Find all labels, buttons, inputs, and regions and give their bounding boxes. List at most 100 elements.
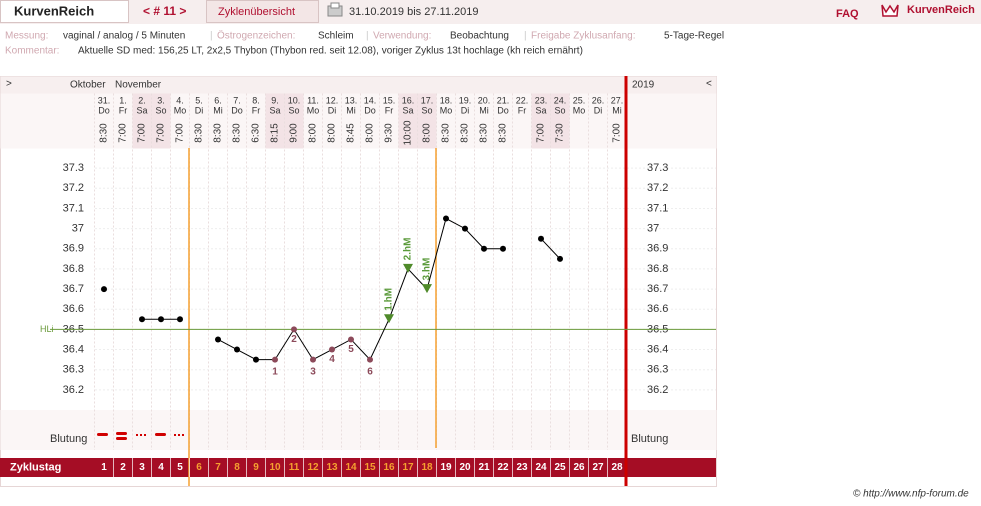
cycle-day: 28 [611,462,623,473]
time-label: 8:30 [479,123,490,143]
cycle-day: 1 [101,462,107,473]
cycle-day: 16 [383,462,395,473]
time-label: 7:00 [156,123,167,143]
weekend-shade [550,93,570,149]
low-label: 6 [367,366,373,377]
cycle-day: 26 [573,462,585,473]
time-label: 7:00 [137,123,148,143]
cycle-day: 7 [215,462,221,473]
cycle-nav[interactable]: < # 11 > [143,4,186,18]
cycle-day: 15 [364,462,376,473]
weekday-label: Mi [479,105,489,115]
time-label: 7:00 [612,123,623,143]
temperature-point [557,255,563,262]
temperature-point [253,356,259,363]
weekend-shade [398,93,418,149]
weekday-label: Mo [174,105,187,115]
y-tick-label: 36.9 [63,243,84,255]
weekend-shade [151,93,171,149]
low-label: 3 [310,366,316,377]
info-label: Östrogenzeichen: [217,30,295,42]
weekday-label: Mo [440,105,453,115]
date-label: 18. [440,95,453,105]
date-label: 8. [252,95,260,105]
time-label: 9:00 [289,123,300,143]
cycle-day: 4 [158,462,164,473]
overview-label[interactable]: Zyklenübersicht [218,6,295,18]
y-tick-label-right: 37.3 [647,162,668,174]
weekday-label: So [155,105,166,115]
info-label: Kommentar: [5,46,59,57]
time-label: 8:00 [422,123,433,143]
logo-text[interactable]: KurvenReich [907,4,975,16]
cycle-day: 19 [440,462,452,473]
time-label: 8:45 [346,123,357,143]
time-label: 8:30 [460,123,471,143]
logo-icon[interactable] [881,4,899,17]
month: November [115,80,162,91]
high-label: 1.hM [384,288,395,311]
date-label: 13. [345,95,358,105]
date-label: 31. [98,95,111,105]
cycle-day: 25 [554,462,566,473]
top-bar [0,0,981,24]
y-tick-label-right: 37.2 [647,182,668,194]
date-label: 24. [554,95,567,105]
low-label: 5 [348,344,354,355]
overview-tab[interactable] [206,0,319,23]
date-label: 21. [497,95,510,105]
y-tick-label: 37.2 [63,182,84,194]
time-label: 8:00 [327,123,338,143]
temperature-point [310,356,316,363]
weekday-label: Sa [535,105,546,115]
cycle-day: 9 [253,462,259,473]
app-title[interactable]: KurvenReich [14,3,94,18]
info-label: Verwendung: [373,31,431,42]
low-label: 2 [291,334,297,345]
weekday-label: Di [461,105,470,115]
cycle-day: 8 [234,462,240,473]
date-label: 10. [288,95,301,105]
y-tick-label-right: 37 [647,223,659,235]
cycle-day-label: Zyklustag [10,461,61,473]
weekday-label: Di [195,105,204,115]
weekend-shade [531,93,551,149]
weekday-label: Di [328,105,337,115]
faq-link[interactable]: FAQ [836,8,859,20]
y-tick-label-right: 37.1 [647,202,668,214]
temperature-point [158,316,164,323]
weekday-label: Do [364,105,376,115]
cycle-day: 13 [326,462,338,473]
date-label: 14. [364,95,377,105]
separator: | [366,31,369,42]
time-label: 8:00 [308,123,319,143]
time-label: 8:15 [270,123,281,143]
weekday-label: Do [497,105,509,115]
bleeding-marks [97,432,184,440]
print-icon[interactable] [327,2,343,17]
temperature-point [291,326,297,333]
y-tick-label-right: 36.7 [647,283,668,295]
weekday-label: Fr [385,105,394,115]
cycle-day: 11 [289,462,300,473]
weekday-label: Di [594,105,603,115]
cycle-day: 22 [497,462,509,473]
cycle-day: 5 [177,462,183,473]
date-range: 31.10.2019 bis 27.11.2019 [349,6,478,18]
date-label: 4. [176,95,184,105]
date-label: 15. [383,95,396,105]
weekend-shade [417,93,437,149]
temperature-point [329,346,335,353]
y-tick-label: 37 [72,223,84,235]
weekday-label: Sa [402,105,413,115]
weekend-shade [265,93,285,149]
weekday-label: Fr [252,105,261,115]
coverline-label: HLi [40,324,54,334]
app-tab[interactable] [0,0,129,23]
weekday-label: So [421,105,432,115]
weekend-shade [284,93,304,149]
weekday-label: Mi [213,105,223,115]
time-label: 9:30 [384,123,395,143]
date-label: 5. [195,95,203,105]
temperature-point [481,245,487,252]
